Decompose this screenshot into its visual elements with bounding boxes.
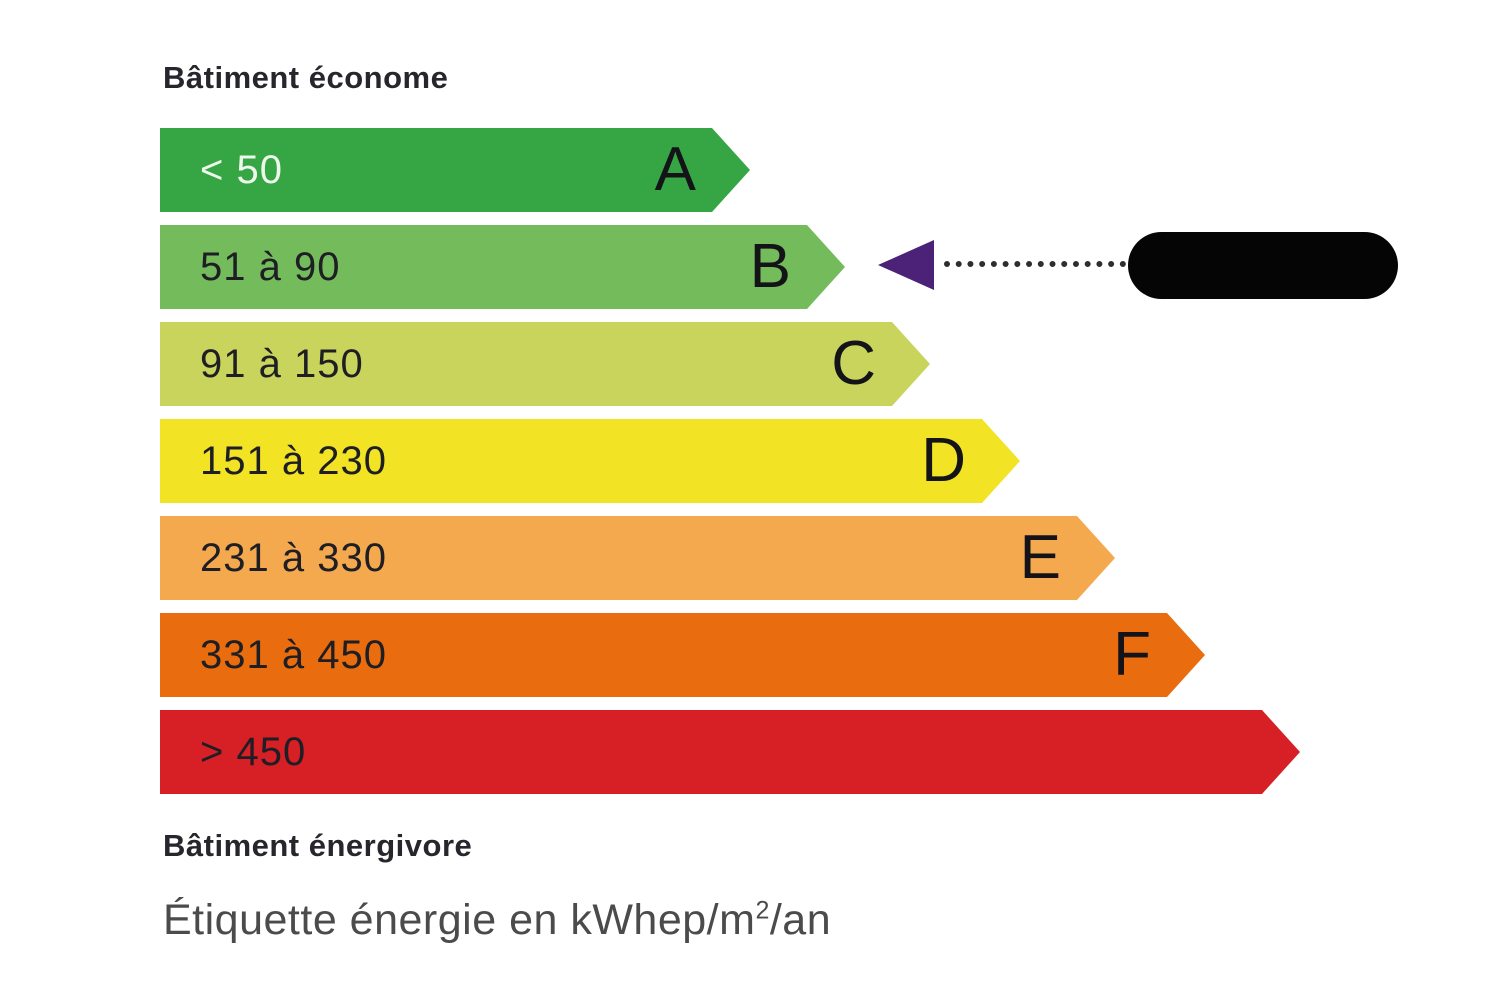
- range-label-a: < 50: [200, 147, 283, 192]
- energy-bar-g: > 450: [160, 710, 1300, 794]
- caption-superscript: 2: [755, 896, 770, 925]
- class-letter-a: A: [654, 135, 696, 204]
- class-letter-d: D: [921, 426, 966, 495]
- energy-bar-b: 51 à 90 B: [160, 225, 845, 309]
- energy-bar-c: 91 à 150 C: [160, 322, 930, 406]
- range-label-d: 151 à 230: [200, 438, 387, 483]
- class-letter-e: E: [1019, 523, 1061, 592]
- range-label-c: 91 à 150: [200, 341, 364, 386]
- range-label-g: > 450: [200, 729, 307, 774]
- energy-bar-a: < 50 A: [160, 128, 750, 212]
- redacted-value-blob: [1128, 232, 1398, 299]
- dotted-connector-line: [944, 261, 1126, 267]
- caption: Étiquette énergie en kWhep/m2/an: [163, 896, 831, 945]
- class-letter-f: F: [1113, 620, 1151, 689]
- top-label: Bâtiment économe: [163, 60, 449, 95]
- energy-bar-e: 231 à 330 E: [160, 516, 1115, 600]
- range-label-b: 51 à 90: [200, 244, 341, 289]
- caption-suffix: /an: [769, 896, 832, 944]
- range-label-f: 331 à 450: [200, 632, 387, 677]
- caption-prefix: Étiquette énergie en kWhep/m: [163, 896, 756, 944]
- energy-scale: < 50 A 51 à 90 B 91 à 150 C 151 à 230 D …: [160, 128, 1300, 807]
- range-label-e: 231 à 330: [200, 535, 387, 580]
- energy-bar-d: 151 à 230 D: [160, 419, 1020, 503]
- bottom-label: Bâtiment énergivore: [163, 828, 473, 863]
- class-letter-b: B: [749, 232, 791, 301]
- energy-bar-f: 331 à 450 F: [160, 613, 1205, 697]
- class-letter-c: C: [831, 329, 876, 398]
